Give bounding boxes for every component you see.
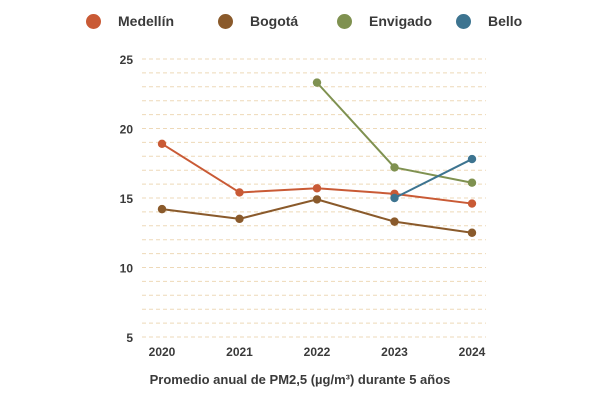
legend-item-medellin: Medellín bbox=[86, 13, 174, 29]
data-point-bogota bbox=[235, 214, 244, 224]
legend-label: Bello bbox=[488, 13, 523, 29]
data-point-bogota bbox=[467, 228, 477, 237]
data-point-bogota bbox=[157, 204, 167, 214]
y-tick-label: 20 bbox=[120, 123, 134, 137]
y-tick-label: 15 bbox=[120, 192, 134, 206]
x-tick-label: 2024 bbox=[459, 345, 486, 359]
data-point-bogota bbox=[390, 217, 399, 226]
x-tick-label: 2020 bbox=[149, 345, 176, 359]
legend-item-envigado: Envigado bbox=[337, 13, 432, 29]
series-line-bello bbox=[394, 158, 473, 199]
legend-swatch bbox=[337, 13, 352, 29]
data-point-medellin bbox=[157, 139, 167, 148]
data-point-bello bbox=[467, 154, 477, 164]
data-point-medellin bbox=[235, 188, 244, 197]
legend-swatch bbox=[86, 13, 101, 29]
legend-label: Envigado bbox=[369, 13, 433, 29]
data-point-envigado bbox=[467, 178, 477, 187]
data-point-medellin bbox=[312, 184, 322, 193]
legend-swatch bbox=[218, 13, 233, 29]
x-tick-label: 2021 bbox=[226, 345, 253, 359]
legend-label: Medellín bbox=[118, 13, 175, 29]
data-point-bogota bbox=[312, 195, 322, 204]
legend-item-bogota: Bogotá bbox=[218, 13, 298, 29]
data-point-medellin bbox=[467, 199, 477, 208]
y-tick-label: 25 bbox=[120, 53, 134, 67]
data-point-bello bbox=[390, 193, 399, 203]
x-tick-label: 2022 bbox=[304, 345, 331, 359]
y-tick-label: 5 bbox=[126, 331, 133, 345]
data-point-envigado bbox=[312, 78, 322, 87]
legend-swatch bbox=[456, 13, 471, 29]
x-tick-label: 2023 bbox=[381, 345, 408, 359]
x-axis-caption: Promedio anual de PM2,5 (µg/m³) durante … bbox=[149, 372, 451, 387]
series-line-bogota bbox=[161, 198, 473, 234]
legend-label: Bogotá bbox=[250, 13, 299, 29]
y-tick-label: 10 bbox=[120, 262, 134, 276]
legend: Medellín Bogotá Envigado Bello bbox=[0, 13, 600, 35]
data-point-envigado bbox=[390, 163, 399, 172]
legend-item-bello: Bello bbox=[456, 13, 522, 29]
